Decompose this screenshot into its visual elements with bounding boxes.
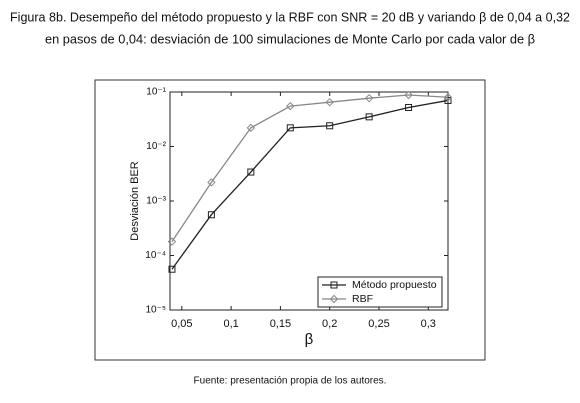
marker-diamond	[207, 178, 216, 187]
chart-title: Figura 8b. Desempeño del método propuest…	[10, 10, 570, 24]
legend-label: Método propuesto	[352, 279, 437, 291]
x-tick-label: 0,1	[223, 318, 238, 330]
marker-square	[286, 124, 294, 132]
x-tick-label: 0,15	[270, 318, 291, 330]
y-axis-label: Desviación BER	[129, 161, 141, 241]
marker-diamond	[404, 90, 413, 100]
legend-box	[317, 276, 443, 308]
legend-marker	[329, 294, 339, 304]
y-tick-label: 10⁻³	[146, 196, 166, 207]
x-tick-label: 0,3	[421, 318, 436, 330]
y-tick-label: 10⁻⁵	[145, 305, 166, 316]
legend-label: RBF	[352, 293, 373, 305]
marker-diamond	[167, 237, 177, 246]
source-note: Fuente: presentación propia de los autor…	[194, 376, 387, 387]
y-tick-label: 10⁻¹	[146, 87, 166, 98]
marker-diamond	[325, 97, 334, 107]
x-tick-label: 0,2	[322, 318, 337, 330]
figure-frame	[94, 79, 486, 361]
marker-square	[444, 96, 452, 104]
marker-diamond	[443, 93, 453, 102]
plot-area	[169, 91, 449, 311]
marker-diamond	[246, 123, 256, 133]
legend-marker	[330, 281, 338, 289]
marker-square	[207, 211, 215, 219]
marker-square	[168, 265, 176, 273]
x-tick-label: 0,05	[171, 318, 192, 330]
y-tick-label: 10⁻⁴	[145, 250, 166, 261]
marker-square	[365, 113, 373, 121]
series-line	[171, 99, 449, 270]
marker-square	[405, 103, 413, 111]
series-line	[171, 94, 449, 242]
marker-square	[326, 122, 334, 130]
marker-diamond	[286, 101, 295, 111]
marker-diamond	[364, 93, 374, 103]
chart-title: en pasos de 0,04: desviación de 100 simu…	[45, 32, 535, 46]
x-tick-label: 0,25	[368, 318, 389, 330]
x-axis-label: β	[305, 331, 314, 348]
marker-square	[247, 168, 255, 176]
y-tick-label: 10⁻²	[146, 141, 166, 152]
